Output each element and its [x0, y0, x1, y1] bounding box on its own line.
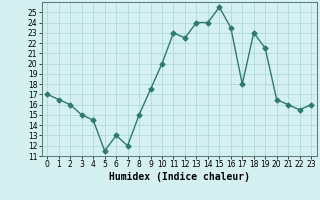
X-axis label: Humidex (Indice chaleur): Humidex (Indice chaleur) — [109, 172, 250, 182]
